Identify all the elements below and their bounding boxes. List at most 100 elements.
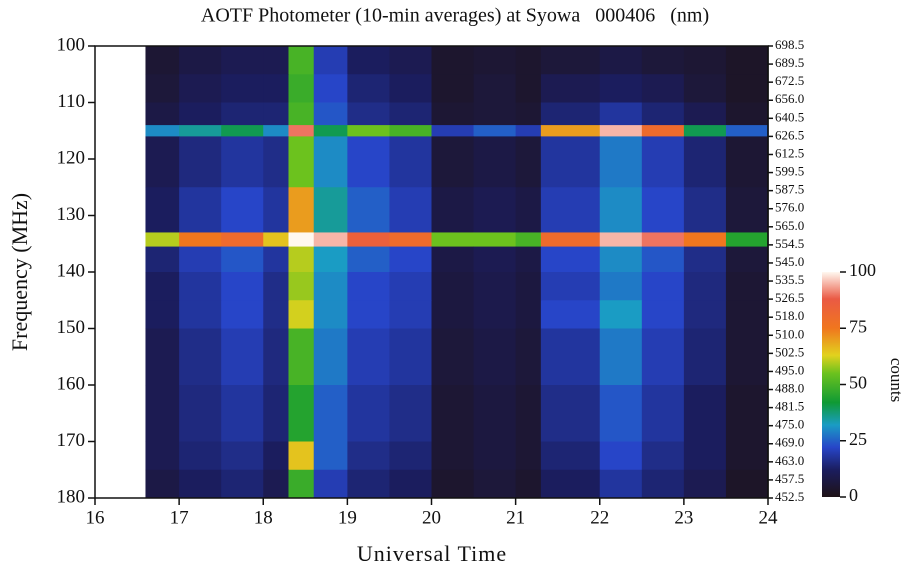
heatmap-cell bbox=[726, 103, 769, 126]
heatmap-cell bbox=[642, 300, 685, 329]
heatmap-cell bbox=[474, 470, 517, 499]
y2-tick-label: 698.5 bbox=[775, 37, 804, 52]
heatmap-cell bbox=[600, 136, 643, 187]
heatmap-cell bbox=[541, 136, 600, 187]
heatmap-cell bbox=[179, 247, 222, 273]
heatmap-cell bbox=[600, 470, 643, 499]
chart-title: AOTF Photometer (10-min averages) at Syo… bbox=[201, 5, 709, 27]
heatmap-cell bbox=[432, 125, 475, 137]
heatmap-cell bbox=[684, 103, 727, 126]
heatmap-cell bbox=[389, 385, 432, 442]
heatmap-cell bbox=[684, 74, 727, 103]
heatmap-cell bbox=[541, 300, 600, 329]
heatmap-cell bbox=[432, 329, 475, 386]
heatmap-cell bbox=[726, 329, 769, 386]
heatmap-cell bbox=[642, 46, 685, 75]
heatmap-cell bbox=[347, 46, 390, 75]
heatmap-cell bbox=[600, 187, 643, 233]
heatmap-cell bbox=[726, 74, 769, 103]
heatmap-cell bbox=[347, 272, 390, 301]
heatmap-cell bbox=[179, 74, 222, 103]
heatmap-cell bbox=[684, 136, 727, 187]
x-tick-label: 16 bbox=[86, 507, 105, 528]
heatmap-cell bbox=[541, 272, 600, 301]
heatmap-cell bbox=[474, 187, 517, 233]
heatmap-cell bbox=[389, 470, 432, 499]
heatmap-cell bbox=[684, 232, 727, 247]
heatmap-cell bbox=[516, 46, 542, 75]
heatmap-cell bbox=[288, 442, 314, 471]
heatmap-cell bbox=[432, 300, 475, 329]
heatmap-cell bbox=[432, 136, 475, 187]
y-tick-label: 160 bbox=[57, 373, 86, 394]
heatmap-cell bbox=[642, 187, 685, 233]
y-tick-label: 150 bbox=[57, 317, 86, 338]
heatmap-cell bbox=[600, 74, 643, 103]
heatmap-cell bbox=[432, 385, 475, 442]
heatmap-cell bbox=[389, 442, 432, 471]
y2-tick-label: 457.5 bbox=[775, 471, 804, 486]
heatmap-cell bbox=[684, 442, 727, 471]
heatmap-cell bbox=[145, 329, 179, 386]
heatmap-cell bbox=[145, 247, 179, 273]
heatmap-cell bbox=[726, 272, 769, 301]
y-tick-label: 130 bbox=[57, 204, 86, 225]
y2-tick-label: 535.5 bbox=[775, 272, 804, 287]
x-tick-label: 18 bbox=[254, 507, 273, 528]
heatmap-cell bbox=[389, 125, 432, 137]
heatmap-cell bbox=[726, 232, 769, 247]
heatmap-cell bbox=[179, 272, 222, 301]
heatmap-cell bbox=[314, 74, 348, 103]
heatmap-cell bbox=[389, 300, 432, 329]
heatmap-cell bbox=[642, 247, 685, 273]
heatmap-cell bbox=[145, 232, 179, 247]
heatmap-cell bbox=[642, 329, 685, 386]
heatmap-cell bbox=[516, 103, 542, 126]
heatmap-cell bbox=[263, 136, 289, 187]
y-tick-label: 140 bbox=[57, 260, 86, 281]
heatmap-cell bbox=[474, 385, 517, 442]
heatmap-cell bbox=[516, 247, 542, 273]
heatmap-cell bbox=[389, 272, 432, 301]
y2-tick-label: 510.0 bbox=[775, 326, 804, 341]
heatmap-cell bbox=[541, 103, 600, 126]
heatmap-cell bbox=[684, 385, 727, 442]
heatmap-cell bbox=[145, 442, 179, 471]
colorbar-tick-label: 0 bbox=[849, 485, 858, 505]
heatmap-cell bbox=[389, 136, 432, 187]
heatmap-cell bbox=[474, 103, 517, 126]
heatmap-cell bbox=[288, 136, 314, 187]
heatmap-cell bbox=[516, 442, 542, 471]
heatmap-cell bbox=[347, 187, 390, 233]
heatmap-cell bbox=[314, 385, 348, 442]
heatmap-cell bbox=[145, 187, 179, 233]
heatmap-cell bbox=[288, 272, 314, 301]
heatmap-cell bbox=[221, 74, 264, 103]
heatmap-cell bbox=[263, 300, 289, 329]
heatmap-cell bbox=[684, 125, 727, 137]
y2-tick-label: 475.0 bbox=[775, 417, 804, 432]
heatmap-cell bbox=[314, 442, 348, 471]
heatmap-cell bbox=[314, 136, 348, 187]
y2-tick-label: 689.5 bbox=[775, 55, 804, 70]
heatmap-cell bbox=[347, 470, 390, 499]
heatmap-cell bbox=[389, 187, 432, 233]
heatmap-cell bbox=[145, 385, 179, 442]
heatmap-cell bbox=[347, 300, 390, 329]
heatmap-cell bbox=[642, 74, 685, 103]
heatmap-cell bbox=[432, 46, 475, 75]
heatmap-cell bbox=[474, 232, 517, 247]
heatmap-cell bbox=[432, 187, 475, 233]
heatmap-cell bbox=[516, 136, 542, 187]
y2-tick-label: 554.5 bbox=[775, 236, 804, 251]
heatmap-cell bbox=[726, 187, 769, 233]
heatmap-cell bbox=[600, 125, 643, 137]
heatmap-cell bbox=[684, 470, 727, 499]
heatmap-cell bbox=[263, 247, 289, 273]
heatmap-cell bbox=[474, 136, 517, 187]
heatmap-cell bbox=[726, 442, 769, 471]
heatmap-cell bbox=[314, 329, 348, 386]
heatmap-cell bbox=[432, 103, 475, 126]
heatmap-cell bbox=[541, 125, 600, 137]
